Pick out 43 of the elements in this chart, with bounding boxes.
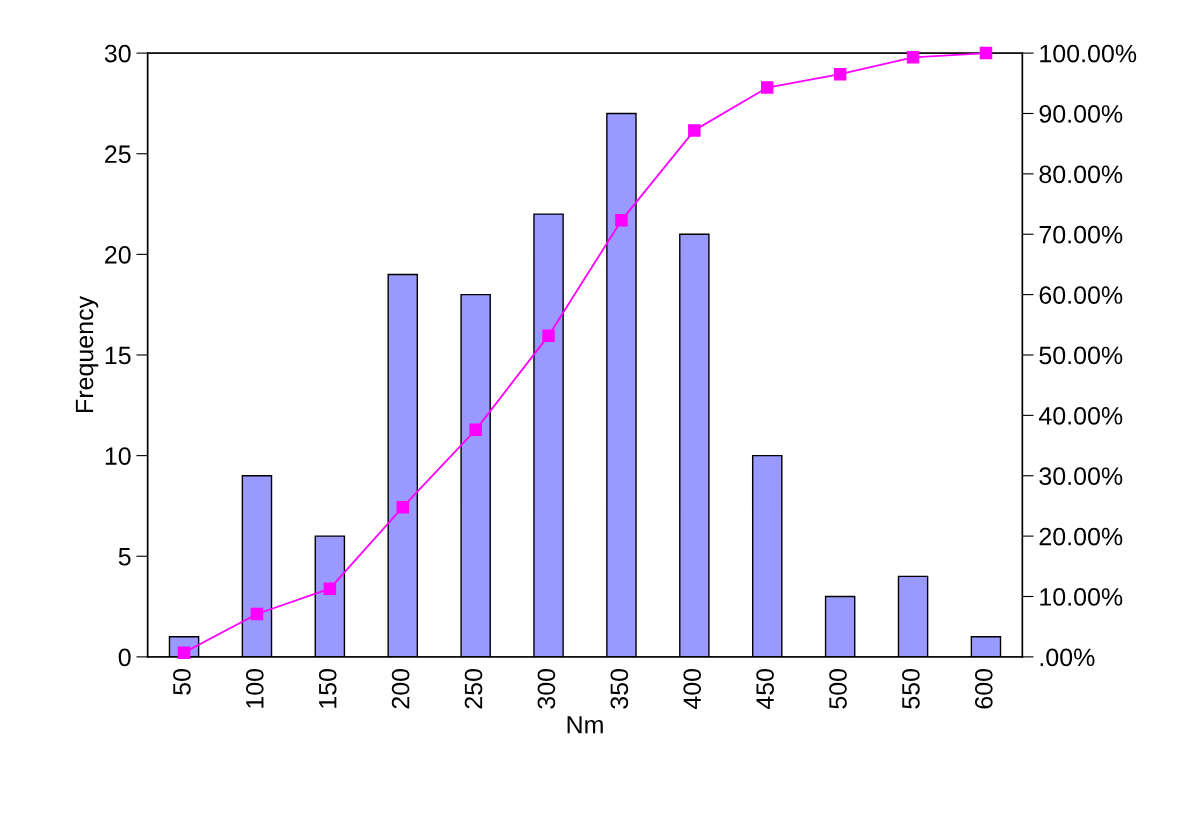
y2-tick-label: 60.00% [1039, 286, 1123, 304]
y2-tick-label: 70.00% [1039, 225, 1123, 244]
point [396, 500, 410, 514]
y2-tick-label: .00% [1040, 648, 1095, 667]
y-tick-label: 0 [118, 648, 131, 667]
y2-tick-label: 20.00% [1039, 527, 1123, 546]
x-tick-label: 550 [902, 668, 920, 709]
y-tick-label: 30 [104, 44, 131, 63]
x-axis-title: Nm [567, 716, 603, 734]
point [615, 214, 628, 227]
x-tick-label: 300 [537, 668, 556, 709]
y-axis-title: Frequency [75, 295, 99, 412]
point [688, 124, 701, 137]
y2-tick-label: 90.00% [1039, 105, 1123, 123]
y2-tick-label: 10.00% [1040, 588, 1123, 606]
y2-tick-label: 100.00% [1040, 44, 1137, 63]
y-tick-label: 15 [105, 346, 131, 365]
x-tick-label: 500 [829, 668, 847, 709]
point [250, 607, 264, 621]
x-tick-label: 50 [173, 668, 191, 695]
point [760, 81, 774, 94]
x-tick-label: 200 [391, 668, 410, 709]
y-tick-label: 25 [105, 145, 131, 164]
x-tick-label: 250 [464, 668, 483, 709]
x-tick-label: 150 [318, 668, 337, 708]
point [906, 51, 920, 64]
point [833, 67, 847, 81]
point [323, 582, 337, 595]
y-tick-label: 10 [105, 447, 131, 465]
y2-tick-label: 80.00% [1039, 165, 1123, 184]
point [979, 46, 993, 60]
y2-tick-label: 30.00% [1039, 467, 1123, 486]
x-tick-label: 450 [756, 668, 774, 710]
point [542, 329, 555, 342]
y-tick-label: 5 [118, 548, 131, 566]
y2-tick-label: 40.00% [1038, 406, 1123, 425]
x-tick-label: 600 [974, 668, 993, 709]
x-tick-label: 350 [610, 668, 629, 709]
y2-tick-label: 50.00% [1039, 346, 1123, 365]
x-tick-label: 400 [683, 668, 702, 710]
x-tick-label: 100 [245, 668, 264, 708]
y-tick-label: 20 [105, 245, 131, 264]
point [469, 423, 482, 437]
